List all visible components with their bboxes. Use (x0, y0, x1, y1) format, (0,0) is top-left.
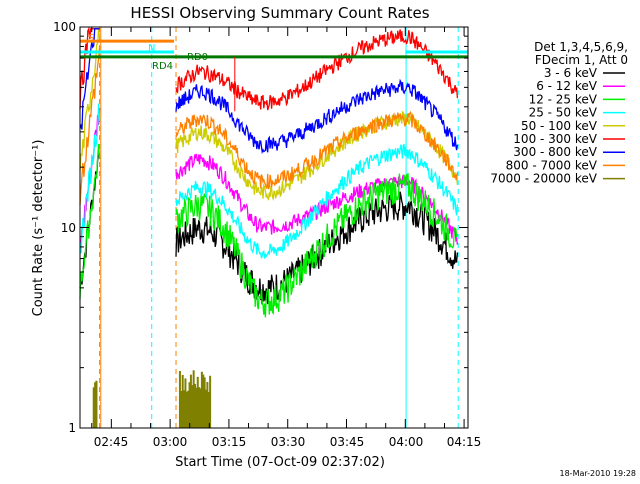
y-axis-ticks (80, 26, 468, 429)
legend-entry-label: 100 - 300 keV (513, 132, 597, 146)
series-line-main (175, 111, 459, 202)
x-tick-label: 03:15 (212, 435, 247, 449)
flag-label-rd4: RD4 (152, 61, 173, 72)
legend-entry-label: 25 - 50 keV (529, 106, 598, 120)
flag-label-rd0: RD0 (187, 52, 208, 63)
legend: Det 1,3,4,5,6,9, FDecim 1, Att 0 3 - 6 k… (490, 40, 628, 186)
footer-date: 18-Mar-2010 19:28 (560, 469, 637, 478)
legend-entry-label: 300 - 800 keV (513, 145, 597, 159)
legend-entry-label: 800 - 7000 keV (506, 158, 598, 172)
series-line-main (175, 29, 459, 111)
x-axis-ticks (91, 27, 465, 428)
series-line-main (175, 173, 459, 318)
legend-header-line-1: Det 1,3,4,5,6,9, (534, 40, 628, 54)
chart-title: HESSI Observing Summary Count Rates (130, 4, 429, 22)
series-line-main (175, 78, 459, 155)
series-layer (79, 26, 459, 428)
x-tick-label: 03:30 (271, 435, 306, 449)
x-tick-label: 04:15 (447, 435, 482, 449)
series-line-pre (79, 103, 101, 254)
series-line-pre (79, 46, 101, 205)
flag-bars (80, 39, 468, 112)
flag-label-n: N (148, 43, 155, 54)
legend-entry-label: 6 - 12 keV (536, 79, 598, 93)
series-line-pre (79, 143, 101, 300)
y-tick-label-1: 1 (68, 421, 76, 435)
series-line-main (175, 110, 459, 190)
series-line-main (175, 153, 459, 245)
series-line-main (175, 143, 459, 259)
legend-entry-label: 7000 - 20000 keV (490, 172, 597, 186)
x-tick-label: 03:45 (330, 435, 365, 449)
vertical-markers (99, 27, 459, 428)
y-tick-label-10: 10 (61, 221, 76, 235)
x-tick-label: 04:00 (389, 435, 424, 449)
legend-entry-label: 12 - 25 keV (529, 92, 598, 106)
legend-entry-label: 3 - 6 keV (544, 66, 598, 80)
y-axis-title: Count Rate (s⁻¹ detector⁻¹) (31, 140, 46, 317)
series-line-pre (79, 28, 101, 171)
legend-entry-label: 50 - 100 keV (521, 119, 598, 133)
legend-header-line-2: FDecim 1, Att 0 (535, 53, 628, 67)
x-tick-label: 03:00 (153, 435, 188, 449)
y-tick-label-100: 100 (53, 20, 76, 34)
x-axis-title: Start Time (07-Oct-09 02:37:02) (175, 455, 385, 470)
flag-label-s: S (88, 33, 94, 44)
x-tick-label: 02:45 (94, 435, 129, 449)
